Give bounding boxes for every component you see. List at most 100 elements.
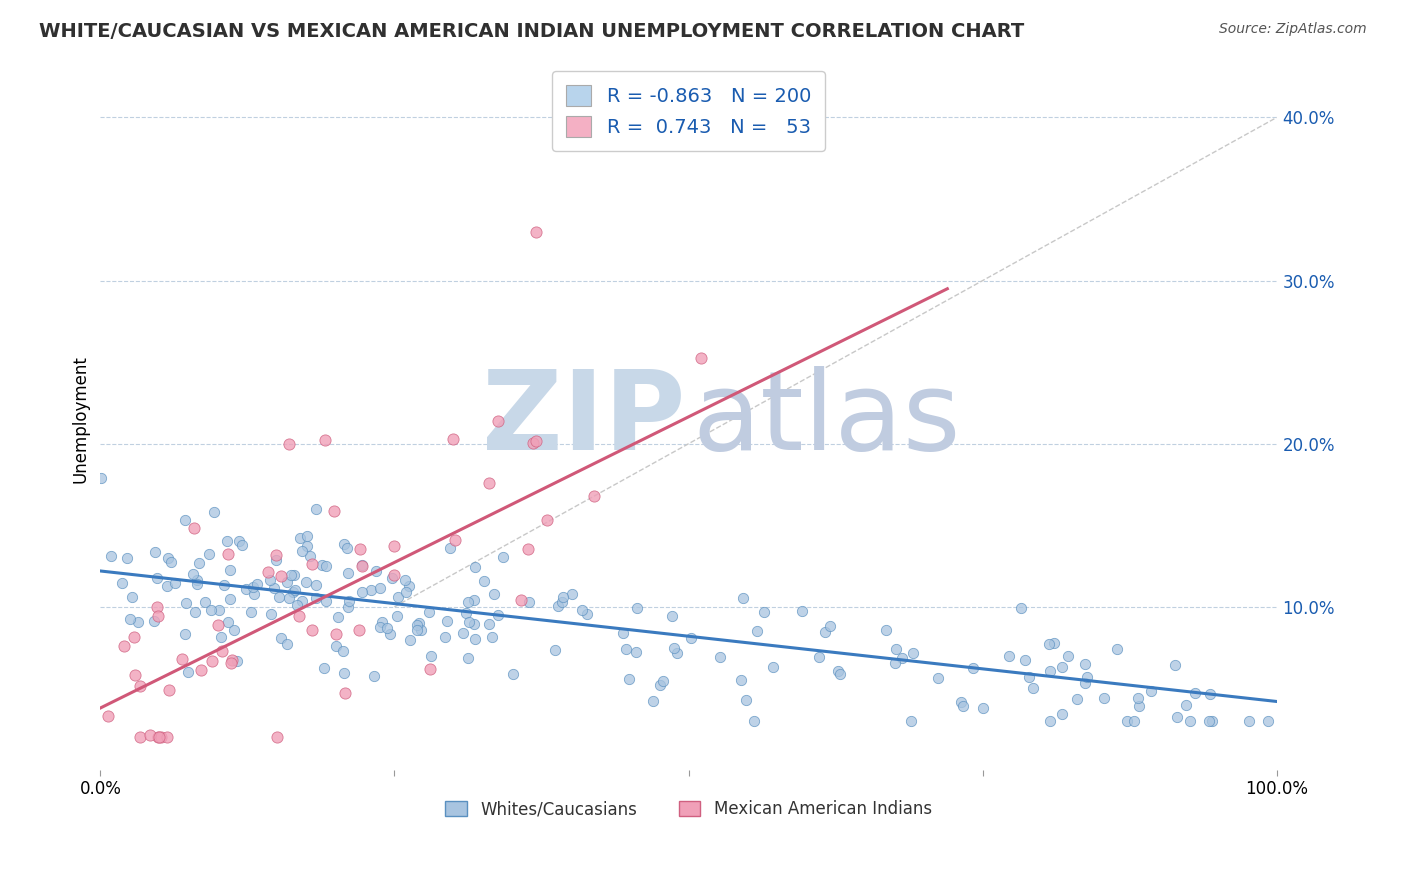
Point <box>301 558 323 572</box>
Point <box>156 731 179 745</box>
Point <box>122 630 145 644</box>
Point <box>146 600 169 615</box>
Point <box>280 567 302 582</box>
Point <box>962 661 984 675</box>
Point <box>228 533 250 548</box>
Point <box>288 608 311 623</box>
Point <box>661 608 683 623</box>
Point <box>754 605 776 619</box>
Point <box>536 513 558 527</box>
Point <box>200 603 222 617</box>
Point <box>100 549 122 564</box>
Y-axis label: Unemployment: Unemployment <box>72 355 89 483</box>
Point <box>408 615 430 630</box>
Point <box>524 225 547 239</box>
Point <box>441 432 464 446</box>
Text: Source: ZipAtlas.com: Source: ZipAtlas.com <box>1219 22 1367 37</box>
Point <box>1066 692 1088 706</box>
Point <box>350 585 373 599</box>
Point <box>464 632 486 646</box>
Point <box>1184 686 1206 700</box>
Point <box>312 661 335 675</box>
Point <box>1038 638 1060 652</box>
Point <box>181 567 204 582</box>
Point <box>240 605 263 619</box>
Point <box>616 642 638 657</box>
Point <box>225 654 247 668</box>
Point <box>884 642 907 657</box>
Point <box>219 656 242 670</box>
Point <box>385 609 408 624</box>
Point <box>1123 714 1146 728</box>
Point <box>641 694 664 708</box>
Point <box>315 559 337 574</box>
Point <box>328 610 350 624</box>
Point <box>478 617 501 632</box>
Point <box>457 651 479 665</box>
Point <box>927 671 949 685</box>
Point <box>360 583 382 598</box>
Point <box>1076 669 1098 683</box>
Point <box>291 594 314 608</box>
Point <box>731 591 754 606</box>
Point <box>730 673 752 687</box>
Point <box>246 577 269 591</box>
Point <box>350 558 373 572</box>
Point <box>744 714 766 728</box>
Point <box>709 649 731 664</box>
Point <box>492 550 515 565</box>
Point <box>482 587 505 601</box>
Point <box>291 543 314 558</box>
Point <box>519 594 541 608</box>
Point <box>1198 714 1220 728</box>
Point <box>891 650 914 665</box>
Point <box>1074 676 1097 690</box>
Point <box>298 549 321 563</box>
Point <box>270 569 292 583</box>
Point <box>1166 710 1188 724</box>
Point <box>949 695 972 709</box>
Point <box>1039 664 1062 678</box>
Point <box>267 591 290 605</box>
Point <box>264 553 287 567</box>
Point <box>111 575 134 590</box>
Point <box>544 643 567 657</box>
Point <box>509 592 531 607</box>
Point <box>612 626 634 640</box>
Text: ZIP: ZIP <box>482 366 685 473</box>
Point <box>283 567 305 582</box>
Point <box>1164 658 1187 673</box>
Point <box>679 632 702 646</box>
Point <box>347 624 370 638</box>
Point <box>547 599 569 614</box>
Point <box>1257 714 1279 728</box>
Point <box>762 659 785 673</box>
Point <box>295 575 318 590</box>
Point <box>827 665 849 679</box>
Point <box>146 609 169 624</box>
Point <box>202 505 225 519</box>
Point <box>690 351 713 366</box>
Point <box>395 584 418 599</box>
Point <box>305 501 328 516</box>
Point <box>285 598 308 612</box>
Point <box>617 672 640 686</box>
Point <box>221 653 243 667</box>
Point <box>1050 706 1073 721</box>
Point <box>157 683 180 698</box>
Point <box>652 674 675 689</box>
Point <box>1056 648 1078 663</box>
Point <box>1038 714 1060 728</box>
Point <box>337 594 360 608</box>
Point <box>143 614 166 628</box>
Point <box>575 607 598 622</box>
Point <box>481 630 503 644</box>
Point <box>1201 714 1223 728</box>
Legend: Whites/Caucasians, Mexican American Indians: Whites/Caucasians, Mexican American Indi… <box>439 794 939 825</box>
Point <box>235 582 257 596</box>
Point <box>333 537 356 551</box>
Point <box>571 603 593 617</box>
Point <box>368 620 391 634</box>
Point <box>381 571 404 585</box>
Point <box>186 577 208 591</box>
